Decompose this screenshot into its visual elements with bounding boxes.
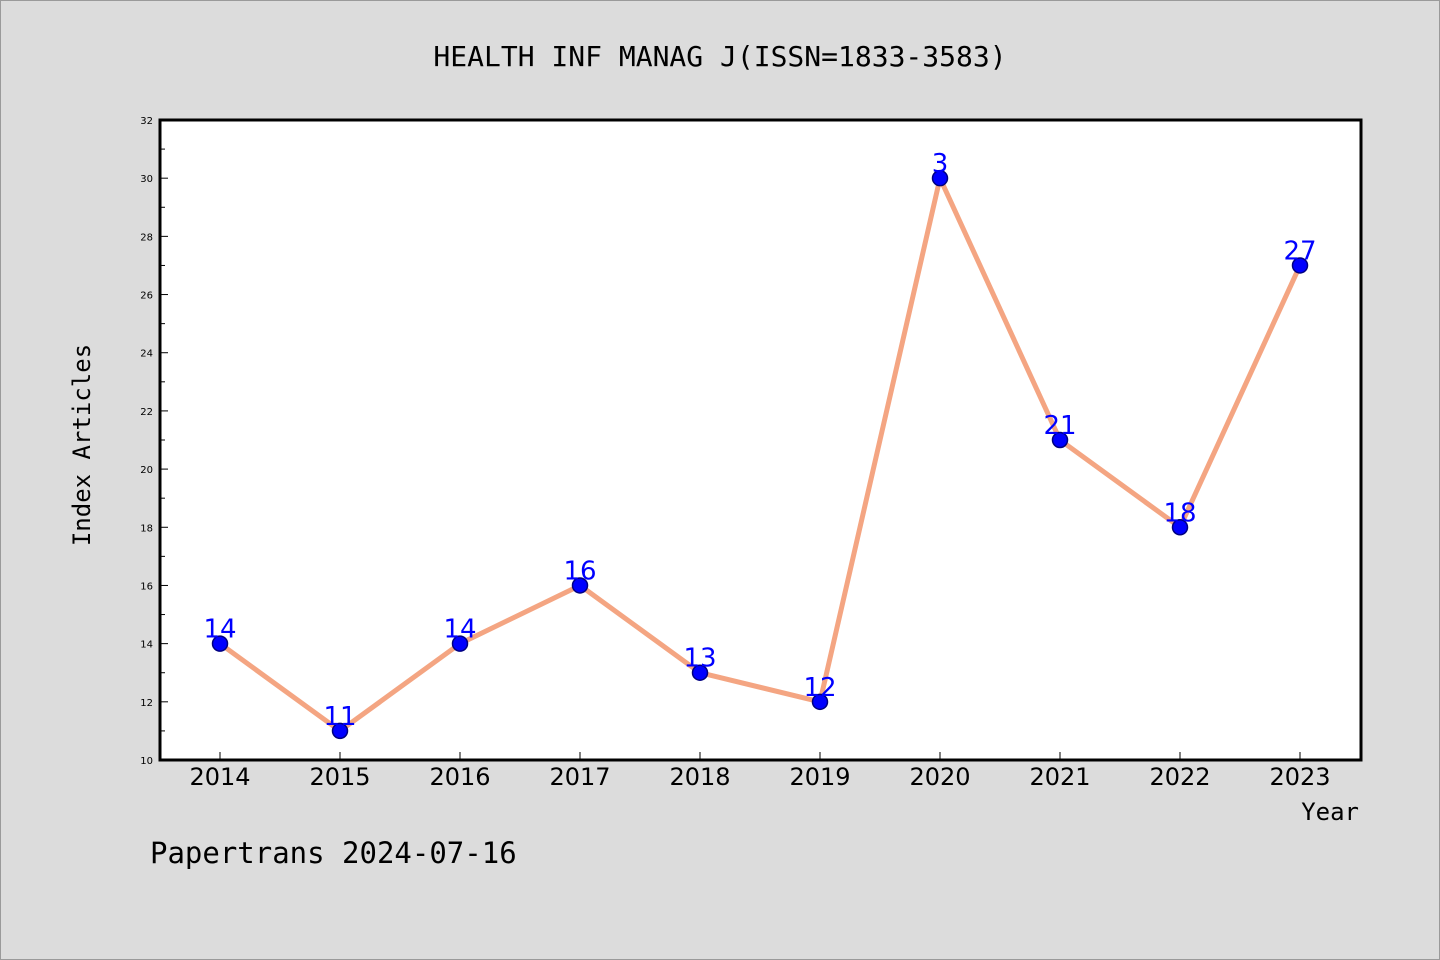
data-point (931, 169, 949, 187)
x-tick-label: 2018 (669, 763, 730, 791)
data-labels: 14 11 14 16 13 12 3 21 18 27 (203, 149, 1316, 732)
x-axis: 2014 2015 2016 2017 2018 2019 2020 2021 2022 2023 (189, 752, 1331, 791)
x-tick-label: 2016 (429, 763, 490, 791)
x-axis-label: Year (1301, 798, 1359, 826)
data-label: 21 (1043, 411, 1076, 441)
data-point (811, 693, 829, 711)
y-axis-label: Index Articles (68, 344, 96, 546)
data-label: 14 (443, 615, 476, 645)
data-label: 13 (683, 644, 716, 674)
data-label: 11 (323, 702, 356, 732)
x-tick-label: 2015 (309, 763, 370, 791)
chart-title: HEALTH INF MANAG J(ISSN=1833-3583) (433, 40, 1006, 73)
y-tick-label: 12 (140, 698, 153, 709)
y-tick-label: 30 (140, 174, 153, 185)
y-tick-label: 10 (140, 756, 153, 767)
x-tick-label: 2017 (549, 763, 610, 791)
data-point (1291, 257, 1309, 274)
data-label: 12 (803, 673, 836, 703)
data-label: 14 (203, 615, 236, 645)
x-tick-label: 2019 (789, 763, 850, 791)
x-tick-label: 2020 (909, 763, 970, 791)
y-axis: 10 12 14 16 18 20 22 24 26 28 30 32 (140, 116, 168, 767)
x-tick-label: 2022 (1149, 763, 1210, 791)
y-tick-label: 22 (140, 407, 153, 418)
data-point (1051, 431, 1069, 449)
data-label: 18 (1163, 498, 1196, 528)
y-tick-label: 18 (140, 523, 153, 534)
data-point (691, 664, 709, 681)
y-tick-label: 32 (140, 116, 153, 127)
footer-text: Papertrans 2024-07-16 (150, 836, 517, 870)
plot-area (158, 118, 1363, 762)
y-tick-label: 20 (140, 465, 153, 476)
data-label: 16 (563, 556, 596, 586)
series-line (217, 175, 1303, 734)
x-tick-label: 2014 (189, 763, 250, 791)
data-label: 27 (1283, 236, 1316, 266)
x-tick-label: 2021 (1029, 763, 1090, 791)
data-point (211, 635, 229, 652)
data-point (331, 722, 349, 740)
x-tick-label: 2023 (1269, 763, 1330, 791)
y-tick-label: 24 (140, 349, 153, 360)
y-tick-label: 28 (140, 232, 153, 243)
y-tick-label: 16 (140, 581, 153, 592)
y-tick-label: 26 (140, 291, 153, 302)
data-label: 3 (932, 149, 949, 179)
data-point (571, 577, 589, 594)
data-point (451, 635, 469, 652)
data-point (1171, 519, 1189, 536)
y-tick-label: 14 (140, 640, 153, 651)
data-points (211, 169, 1309, 740)
